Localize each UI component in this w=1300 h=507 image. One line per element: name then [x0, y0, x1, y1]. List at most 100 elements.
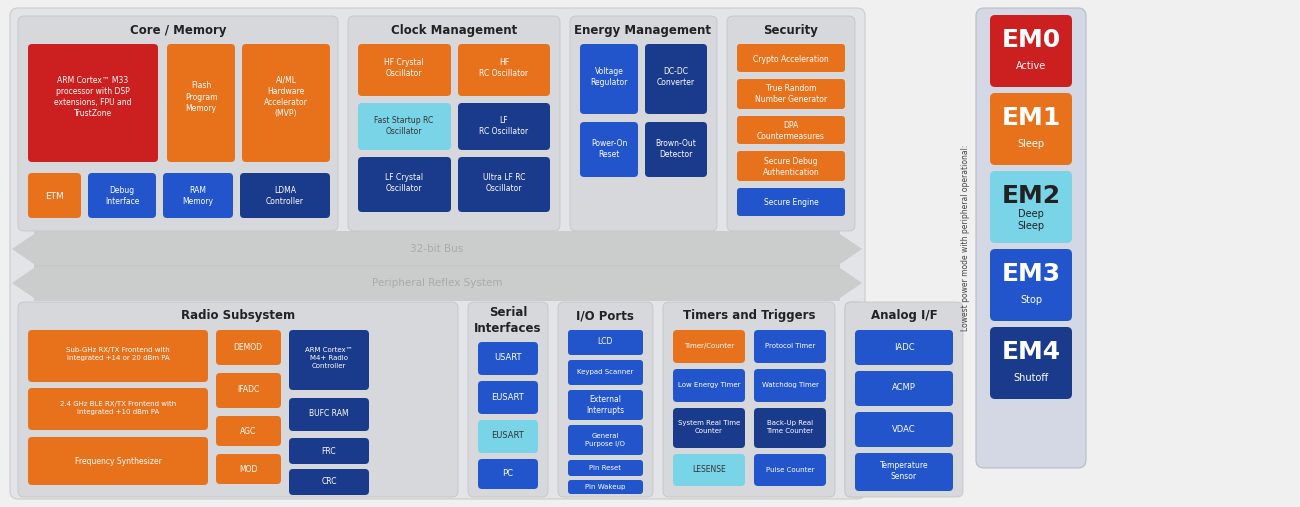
FancyBboxPatch shape	[242, 44, 330, 162]
Text: EM1: EM1	[1001, 106, 1061, 130]
Text: DPA
Countermeasures: DPA Countermeasures	[757, 121, 826, 141]
FancyBboxPatch shape	[845, 302, 864, 497]
Text: FRC: FRC	[321, 447, 337, 455]
FancyBboxPatch shape	[29, 330, 208, 382]
Text: Shutoff: Shutoff	[1014, 373, 1049, 383]
FancyBboxPatch shape	[478, 420, 538, 453]
FancyBboxPatch shape	[478, 459, 538, 489]
Text: Debug
Interface: Debug Interface	[105, 186, 139, 206]
Text: Analog I/F: Analog I/F	[871, 309, 937, 322]
Text: Low Energy Timer: Low Energy Timer	[677, 382, 740, 388]
FancyBboxPatch shape	[240, 173, 330, 218]
FancyBboxPatch shape	[18, 302, 458, 497]
FancyBboxPatch shape	[663, 302, 835, 497]
Text: MOD: MOD	[239, 464, 257, 474]
FancyBboxPatch shape	[754, 330, 826, 363]
FancyBboxPatch shape	[991, 15, 1072, 87]
Polygon shape	[12, 231, 862, 267]
Text: ARM Cortex™ M33
processor with DSP
extensions, FPU and
TrustZone: ARM Cortex™ M33 processor with DSP exten…	[55, 76, 131, 118]
Text: Timers and Triggers: Timers and Triggers	[682, 309, 815, 322]
Text: Protocol Timer: Protocol Timer	[764, 343, 815, 349]
Text: AI/ML
Hardware
Accelerator
(MVP): AI/ML Hardware Accelerator (MVP)	[264, 76, 308, 118]
Text: Timer/Counter: Timer/Counter	[684, 343, 734, 349]
Text: Pin Reset: Pin Reset	[589, 465, 621, 471]
FancyBboxPatch shape	[289, 398, 369, 431]
FancyBboxPatch shape	[855, 412, 953, 447]
FancyBboxPatch shape	[673, 369, 745, 402]
Text: Active: Active	[1015, 61, 1046, 71]
Text: Security: Security	[763, 23, 819, 37]
FancyBboxPatch shape	[348, 16, 560, 231]
FancyBboxPatch shape	[468, 302, 549, 497]
Polygon shape	[12, 265, 862, 301]
Text: Fast Startup RC
Oscillator: Fast Startup RC Oscillator	[374, 116, 434, 136]
FancyBboxPatch shape	[478, 342, 538, 375]
FancyBboxPatch shape	[580, 122, 638, 177]
FancyBboxPatch shape	[976, 8, 1086, 468]
Text: External
Interrupts: External Interrupts	[586, 395, 624, 415]
FancyBboxPatch shape	[845, 302, 963, 497]
Text: Radio Subsystem: Radio Subsystem	[181, 309, 295, 322]
FancyBboxPatch shape	[458, 103, 550, 150]
Text: Sleep: Sleep	[1018, 139, 1045, 149]
Text: Power-On
Reset: Power-On Reset	[590, 139, 627, 159]
FancyBboxPatch shape	[580, 44, 638, 114]
FancyBboxPatch shape	[568, 460, 644, 476]
FancyBboxPatch shape	[991, 327, 1072, 399]
Text: Ultra LF RC
Oscillator: Ultra LF RC Oscillator	[482, 173, 525, 193]
FancyBboxPatch shape	[558, 302, 653, 497]
FancyBboxPatch shape	[855, 453, 953, 491]
Text: Peripheral Reflex System: Peripheral Reflex System	[372, 278, 502, 288]
Text: ACMP: ACMP	[892, 383, 916, 392]
FancyBboxPatch shape	[216, 454, 281, 484]
Text: Back-Up Real
Time Counter: Back-Up Real Time Counter	[767, 420, 814, 434]
FancyBboxPatch shape	[754, 454, 826, 486]
Text: Deep
Sleep: Deep Sleep	[1018, 209, 1045, 231]
FancyBboxPatch shape	[166, 44, 235, 162]
FancyBboxPatch shape	[88, 173, 156, 218]
Text: General
Purpose I/O: General Purpose I/O	[585, 433, 625, 447]
FancyBboxPatch shape	[216, 416, 281, 446]
FancyBboxPatch shape	[754, 369, 826, 402]
Text: VDAC: VDAC	[892, 424, 915, 433]
FancyBboxPatch shape	[991, 93, 1072, 165]
FancyBboxPatch shape	[569, 16, 718, 231]
FancyBboxPatch shape	[478, 381, 538, 414]
FancyBboxPatch shape	[29, 388, 208, 430]
Text: EM4: EM4	[1001, 340, 1061, 364]
Text: Clock Management: Clock Management	[391, 23, 517, 37]
Text: EUSART: EUSART	[491, 392, 524, 402]
FancyBboxPatch shape	[991, 249, 1072, 321]
FancyBboxPatch shape	[29, 173, 81, 218]
Text: System Real Time
Counter: System Real Time Counter	[677, 420, 740, 434]
Text: LF Crystal
Oscillator: LF Crystal Oscillator	[385, 173, 422, 193]
FancyBboxPatch shape	[458, 157, 550, 212]
Text: ARM Cortex™
M4+ Radio
Controller: ARM Cortex™ M4+ Radio Controller	[306, 347, 352, 369]
FancyBboxPatch shape	[289, 330, 369, 390]
Text: AGC: AGC	[240, 426, 256, 436]
Text: IFADC: IFADC	[237, 385, 259, 394]
Text: 32-bit Bus: 32-bit Bus	[411, 244, 464, 254]
Text: Watchdog Timer: Watchdog Timer	[762, 382, 819, 388]
Text: 2.4 GHz BLE RX/TX Frontend with
Integrated +10 dBm PA: 2.4 GHz BLE RX/TX Frontend with Integrat…	[60, 401, 176, 415]
FancyBboxPatch shape	[216, 373, 281, 408]
Text: EM0: EM0	[1001, 28, 1061, 52]
Text: USART: USART	[494, 353, 521, 363]
Text: DC-DC
Converter: DC-DC Converter	[656, 67, 696, 87]
FancyBboxPatch shape	[216, 330, 281, 365]
Text: True Random
Number Generator: True Random Number Generator	[755, 84, 827, 104]
Text: Stop: Stop	[1020, 295, 1043, 305]
FancyBboxPatch shape	[737, 188, 845, 216]
Text: EM3: EM3	[1001, 262, 1061, 286]
FancyBboxPatch shape	[29, 44, 159, 162]
FancyBboxPatch shape	[737, 44, 845, 72]
FancyBboxPatch shape	[289, 469, 369, 495]
Text: DEMOD: DEMOD	[234, 343, 263, 351]
FancyBboxPatch shape	[645, 122, 707, 177]
Text: IADC: IADC	[893, 343, 914, 351]
FancyBboxPatch shape	[754, 408, 826, 448]
FancyBboxPatch shape	[458, 44, 550, 96]
Text: EM2: EM2	[1001, 184, 1061, 208]
Text: LDMA
Controller: LDMA Controller	[266, 186, 304, 206]
Text: BUFC RAM: BUFC RAM	[309, 410, 348, 418]
